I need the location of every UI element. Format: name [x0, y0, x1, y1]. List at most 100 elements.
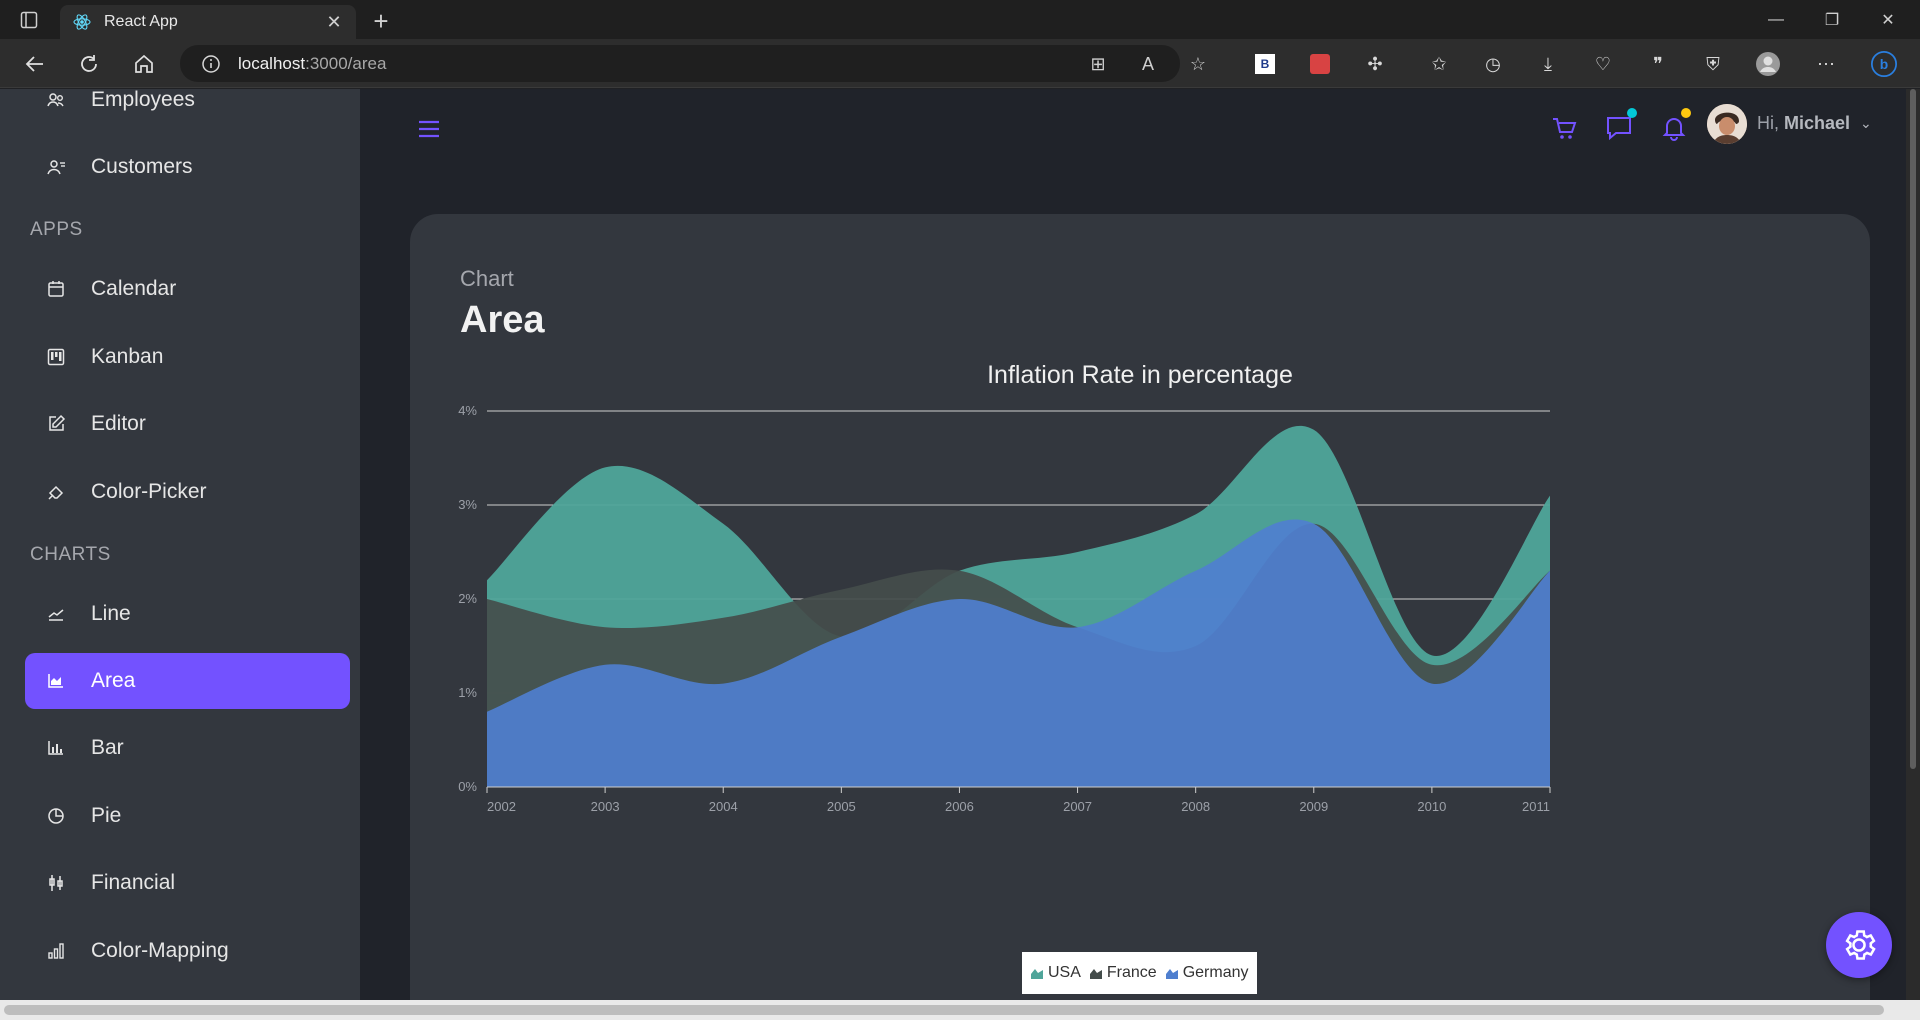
favorites-icon[interactable]: ✩	[1431, 53, 1447, 74]
color-picker-icon	[45, 481, 67, 503]
tab-title: React App	[104, 13, 178, 30]
line-chart-icon	[45, 603, 67, 625]
x-tick-label: 2010	[1417, 799, 1446, 814]
legend-item-france[interactable]: France	[1089, 964, 1157, 982]
sidebar-item-employees[interactable]: Employees	[25, 89, 350, 128]
vertical-scrollbar[interactable]	[1906, 89, 1920, 1000]
chevron-down-icon[interactable]: ⌄	[1860, 115, 1872, 131]
history-icon[interactable]: ◷	[1485, 53, 1501, 74]
legend-swatch-usa	[1030, 967, 1044, 979]
profile-icon[interactable]	[1755, 51, 1781, 77]
sidebar-item-label: Financial	[91, 871, 176, 894]
x-tick-label: 2005	[827, 799, 856, 814]
bell-icon[interactable]	[1657, 111, 1691, 145]
sidebar-item-customers[interactable]: Customers	[25, 139, 350, 195]
sidebar-item-editor[interactable]: Editor	[25, 396, 350, 452]
color-mapping-icon	[45, 940, 67, 962]
horizontal-scrollbar[interactable]	[0, 1000, 1920, 1020]
close-window-button[interactable]: ✕	[1881, 12, 1895, 29]
x-tick-label: 2003	[591, 799, 620, 814]
bing-copilot-icon[interactable]: b	[1871, 51, 1897, 77]
gear-icon	[1845, 930, 1876, 960]
section-label-apps: APPS	[30, 219, 83, 240]
downloads-icon[interactable]: ⤓	[1544, 53, 1552, 74]
section-label-charts: CHARTS	[30, 544, 111, 565]
sidebar-item-area[interactable]: Area	[25, 653, 350, 709]
extensions-puzzle-icon[interactable]: ✣	[1367, 53, 1383, 74]
horizontal-scrollbar-thumb[interactable]	[4, 1005, 1884, 1015]
cart-icon[interactable]	[1547, 111, 1581, 145]
page-content: Employees Customers APPS Calendar Kanban…	[0, 89, 1920, 1000]
quotes-icon[interactable]: ❞	[1653, 53, 1663, 74]
performance-icon[interactable]: ♡	[1594, 53, 1612, 74]
sidebar-item-label: Pie	[91, 804, 122, 827]
sidebar-item-color-mapping[interactable]: Color-Mapping	[25, 923, 350, 979]
kanban-icon	[45, 346, 67, 368]
main-content: Hi, Michael ⌄ Chart Area Inflation Rate …	[360, 89, 1920, 1000]
chart-card: Chart Area Inflation Rate in percentage …	[410, 214, 1870, 1000]
reload-button[interactable]	[74, 49, 104, 79]
extension-b-icon[interactable]: B	[1252, 51, 1278, 77]
sidebar-item-label: Area	[91, 669, 136, 692]
sidebar-item-label: Kanban	[91, 345, 164, 368]
sidebar-item-label: Color-Picker	[91, 480, 207, 503]
legend-item-germany[interactable]: Germany	[1165, 964, 1249, 982]
address-bar[interactable]: localhost:3000/area ⊞ A ☆	[180, 45, 1206, 82]
tab-actions-icon[interactable]	[18, 9, 40, 31]
back-button[interactable]	[20, 49, 50, 79]
avatar[interactable]	[1707, 104, 1747, 144]
app-available-icon[interactable]: ⊞	[1090, 53, 1106, 74]
y-tick-label: 3%	[458, 497, 477, 512]
url-host: localhost	[238, 53, 306, 73]
sidebar-item-label: Line	[91, 602, 131, 625]
extension-red-icon[interactable]	[1307, 51, 1333, 77]
legend-item-usa[interactable]: USA	[1030, 964, 1081, 982]
user-greeting[interactable]: Hi, Michael	[1757, 113, 1850, 134]
x-tick-label: 2011	[1522, 799, 1550, 814]
calendar-icon	[45, 278, 67, 300]
sidebar-item-kanban[interactable]: Kanban	[25, 329, 350, 385]
more-options-icon[interactable]: ⋯	[1817, 53, 1835, 74]
customers-icon	[45, 156, 67, 178]
shield-icon[interactable]: ⛨	[1706, 53, 1720, 74]
editor-icon	[45, 413, 67, 435]
home-button[interactable]	[129, 49, 159, 79]
y-tick-label: 4%	[458, 403, 477, 418]
new-tab-button[interactable]: +	[373, 5, 389, 36]
page-category: Chart	[460, 266, 514, 291]
sidebar-item-calendar[interactable]: Calendar	[25, 261, 350, 317]
sidebar-item-financial[interactable]: Financial	[25, 855, 350, 911]
browser-tab[interactable]: React App ✕	[60, 5, 356, 39]
menu-icon[interactable]	[415, 115, 443, 143]
favorite-star-icon[interactable]: ☆	[1189, 53, 1207, 74]
vertical-scrollbar-thumb[interactable]	[1910, 89, 1916, 769]
minimize-button[interactable]: —	[1768, 11, 1784, 28]
x-tick-label: 2006	[945, 799, 974, 814]
page-title: Area	[460, 299, 545, 341]
sidebar-item-bar[interactable]: Bar	[25, 720, 350, 776]
user-name: Michael	[1784, 113, 1851, 133]
bar-chart-icon	[45, 737, 67, 759]
chat-icon[interactable]	[1602, 111, 1636, 145]
area-chart-icon	[45, 670, 67, 692]
legend-swatch-germany	[1165, 967, 1179, 979]
sidebar-item-color-picker[interactable]: Color-Picker	[25, 464, 350, 520]
close-tab-icon[interactable]: ✕	[326, 11, 342, 32]
info-icon[interactable]	[200, 53, 222, 75]
sidebar-item-pie[interactable]: Pie	[25, 788, 350, 844]
restore-button[interactable]: ❐	[1824, 12, 1840, 29]
x-tick-label: 2004	[709, 799, 738, 814]
sidebar-item-line[interactable]: Line	[25, 586, 350, 642]
sidebar-item-label: Color-Mapping	[91, 939, 229, 962]
sidebar-item-label: Editor	[91, 412, 146, 435]
bell-notification-dot	[1681, 108, 1691, 118]
settings-button[interactable]	[1826, 912, 1892, 978]
sidebar: Employees Customers APPS Calendar Kanban…	[0, 89, 360, 1000]
read-aloud-icon[interactable]: A	[1141, 53, 1154, 74]
legend-swatch-france	[1089, 967, 1103, 979]
sidebar-item-label: Employees	[91, 89, 195, 111]
sidebar-item-label: Bar	[91, 736, 124, 759]
chart-title: Inflation Rate in percentage	[987, 361, 1293, 389]
y-tick-label: 1%	[458, 685, 477, 700]
area-series-germany	[487, 519, 1550, 787]
